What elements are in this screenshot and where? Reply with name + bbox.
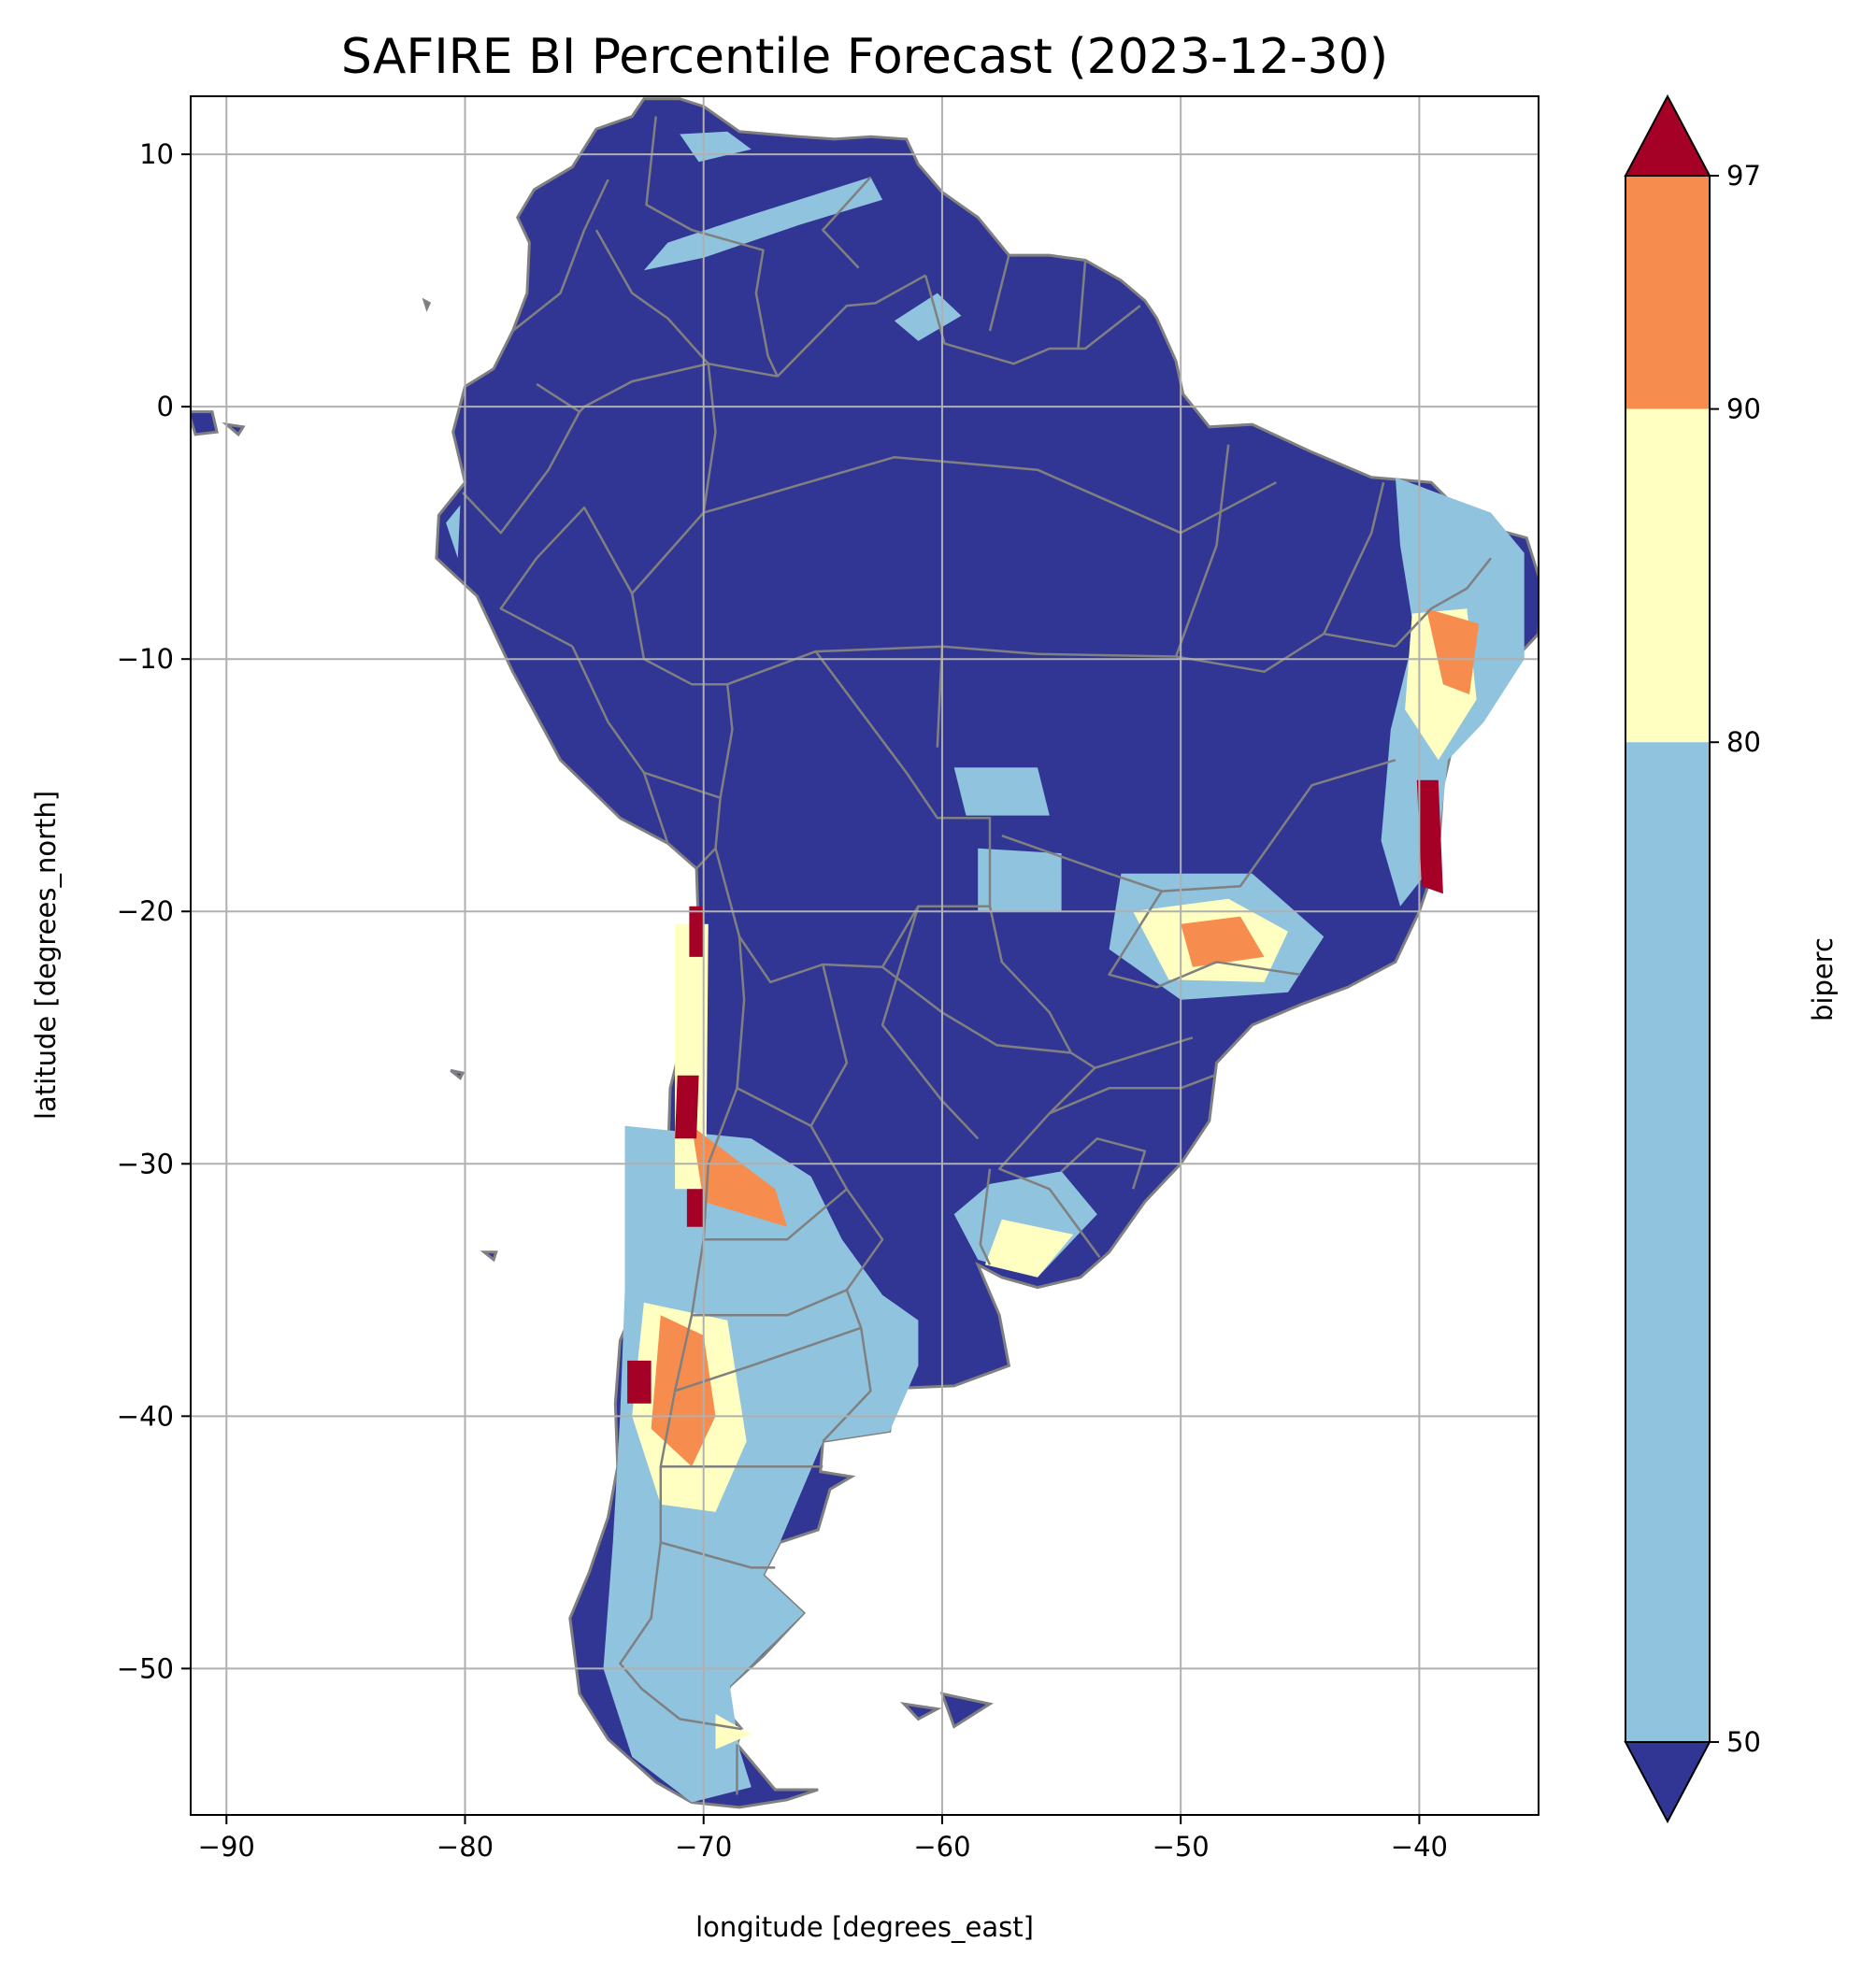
x-tick-label: −60 [913, 1831, 970, 1863]
x-tick-label: −70 [675, 1831, 732, 1863]
colorbar-tick-label: 97 [1726, 160, 1761, 192]
plot-frame [190, 95, 1539, 1816]
region-over-97 [675, 1075, 699, 1139]
colorbar-bin [1625, 176, 1710, 409]
region-90-97 [1426, 608, 1480, 694]
y-tick-label: −40 [117, 1400, 174, 1432]
y-tick-label: −20 [117, 895, 174, 927]
island [939, 1692, 994, 1729]
country-border [703, 1188, 848, 1241]
country-border [1174, 444, 1230, 657]
colorbar-bins [1625, 175, 1711, 1743]
plot-area: −90 −80 −70 −60 −50 −40 10 0 −10 −20 −30 −40 −50 [117, 95, 1539, 1863]
colorbar-tick-label: 90 [1726, 393, 1761, 425]
x-axis-ticks: −90 −80 −70 −60 −50 −40 [198, 1815, 1448, 1863]
island [222, 421, 246, 437]
x-tick-label: −80 [437, 1831, 494, 1863]
colorbar-label: biperc [1807, 937, 1839, 1021]
chart-title: SAFIRE BI Percentile Forecast (2023-12-3… [341, 29, 1388, 85]
region-over-97 [627, 1360, 652, 1404]
x-tick-label: −50 [1153, 1831, 1210, 1863]
country-border [1001, 759, 1396, 893]
y-tick-label: −50 [117, 1652, 174, 1684]
y-tick-label: −30 [117, 1148, 174, 1179]
country-border [630, 362, 1101, 1258]
country-border [462, 411, 581, 535]
colorbar-bin [1625, 742, 1710, 1742]
country-border [1094, 1036, 1194, 1069]
country-border [881, 906, 980, 1140]
country-border [1323, 481, 1385, 635]
country-border [979, 1168, 992, 1265]
y-axis-label: latitude [degrees_north] [30, 791, 62, 1120]
region-90-97 [692, 1125, 788, 1227]
x-axis-label: longitude [degrees_east] [695, 1911, 1034, 1943]
colorbar-tick-label: 80 [1726, 726, 1761, 758]
country-border [499, 506, 634, 648]
x-tick-label: −40 [1391, 1831, 1448, 1863]
y-axis-ticks: 10 0 −10 −20 −30 −40 −50 [117, 138, 191, 1684]
colorbar: 97 90 80 50 biperc [1624, 93, 1839, 1824]
country-border [1077, 260, 1087, 350]
y-tick-label: 0 [157, 391, 174, 422]
colorbar-tick-label: 50 [1726, 1726, 1761, 1758]
island [191, 410, 219, 436]
map-layer [191, 97, 1539, 1809]
country-border [1394, 557, 1492, 648]
country-border [643, 771, 721, 799]
region-50-80 [978, 848, 1062, 912]
island [900, 1702, 942, 1721]
region-50-80 [953, 767, 1050, 816]
country-border [988, 254, 1010, 332]
country-border [660, 1541, 776, 1569]
region-80-90 [715, 1714, 752, 1750]
colorbar-bin [1625, 408, 1710, 743]
region-80-90 [984, 1219, 1074, 1278]
colorbar-over-extension [1624, 93, 1711, 177]
island [450, 1068, 465, 1080]
region-over-97 [689, 906, 704, 957]
country-border [1049, 1074, 1215, 1115]
y-tick-label: −10 [117, 643, 174, 675]
island [480, 1250, 498, 1263]
region-50-80 [894, 293, 962, 341]
colorbar-ticks: 97 90 80 50 [1710, 160, 1761, 1758]
country-border [881, 965, 1071, 1054]
country-border [511, 179, 609, 333]
country-borders [191, 116, 1492, 1795]
country-border [1108, 890, 1300, 989]
percentile-regions [446, 131, 1525, 1803]
colorbar-under-extension [1624, 1741, 1711, 1824]
region-50-80 [603, 1125, 919, 1803]
country-border [594, 229, 709, 365]
country-border [809, 964, 884, 1443]
country-border [1060, 1137, 1147, 1190]
country-border [645, 116, 779, 378]
x-tick-label: −90 [198, 1831, 255, 1863]
region-over-97 [686, 1189, 704, 1227]
country-border [674, 1326, 862, 1393]
country-border [736, 1087, 812, 1127]
y-tick-label: 10 [139, 138, 174, 170]
gridlines [191, 96, 1539, 1815]
region-over-97 [1416, 779, 1443, 894]
country-border [703, 455, 1277, 535]
country-border [822, 176, 872, 269]
region-50-80 [446, 505, 461, 559]
country-border [571, 646, 669, 844]
island [422, 297, 432, 312]
country-border [619, 936, 746, 1731]
country-border [692, 1289, 848, 1317]
country-border [776, 274, 926, 378]
region-90-97 [1181, 916, 1265, 967]
